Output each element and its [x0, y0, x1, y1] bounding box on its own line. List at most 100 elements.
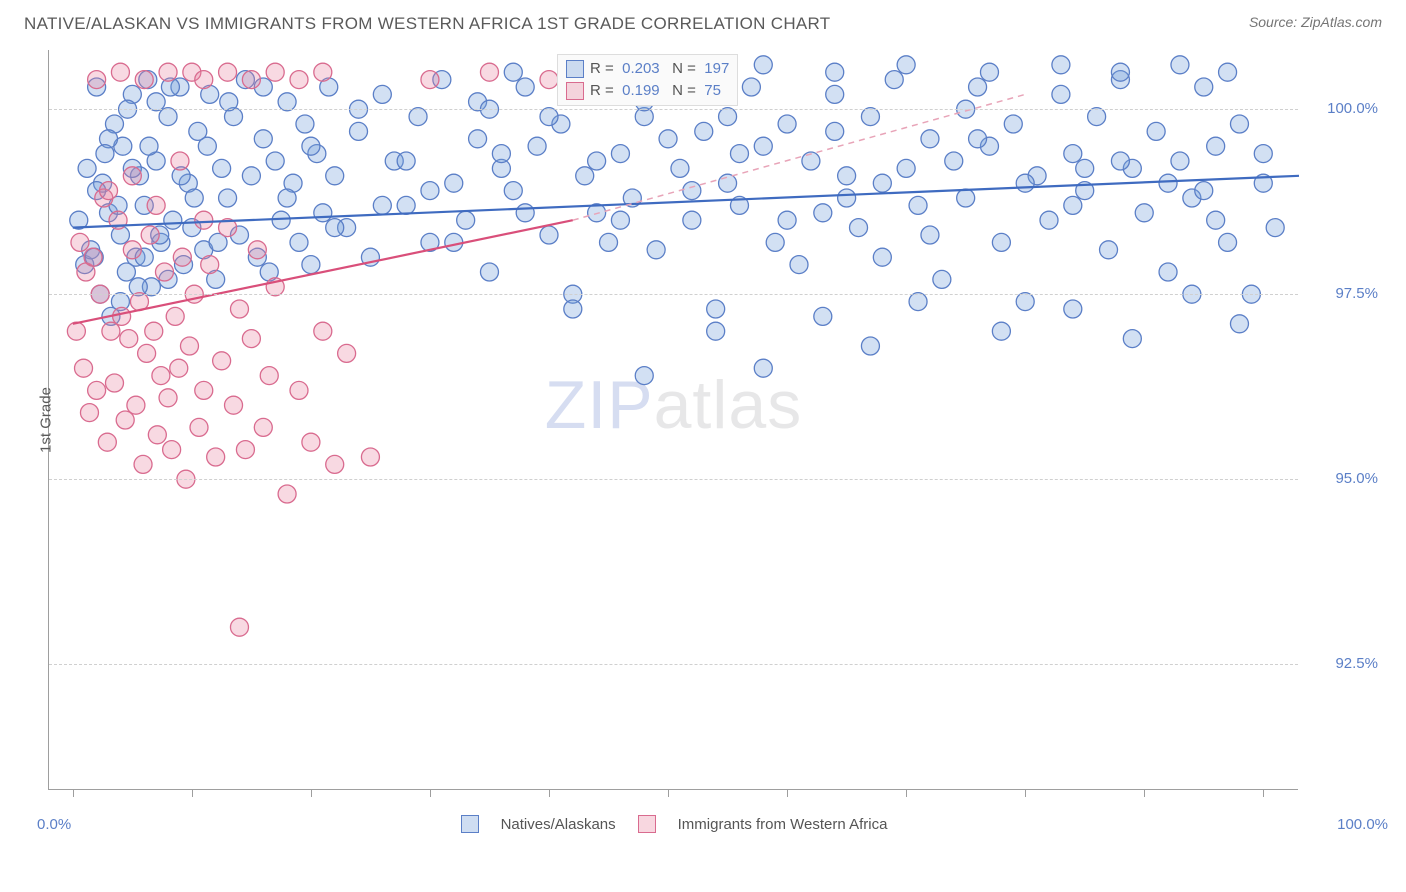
scatter-point	[611, 145, 629, 163]
scatter-point	[302, 256, 320, 274]
scatter-point	[147, 196, 165, 214]
x-tick-label-max: 100.0%	[1337, 816, 1388, 833]
scatter-point	[528, 137, 546, 155]
scatter-point	[897, 56, 915, 74]
scatter-point	[171, 152, 189, 170]
scatter-point	[480, 263, 498, 281]
scatter-point	[492, 145, 510, 163]
scatter-point	[80, 404, 98, 422]
scatter-point	[120, 330, 138, 348]
scatter-point	[88, 71, 106, 89]
scatter-point	[1135, 204, 1153, 222]
scatter-point	[540, 108, 558, 126]
scatter-point	[1195, 182, 1213, 200]
scatter-point	[230, 618, 248, 636]
scatter-svg	[49, 50, 1299, 790]
scatter-point	[140, 137, 158, 155]
scatter-point	[159, 63, 177, 81]
scatter-point	[838, 167, 856, 185]
scatter-point	[290, 381, 308, 399]
scatter-point	[1147, 122, 1165, 140]
scatter-point	[814, 307, 832, 325]
scatter-point	[201, 256, 219, 274]
scatter-point	[254, 130, 272, 148]
scatter-point	[84, 248, 102, 266]
scatter-point	[98, 433, 116, 451]
scatter-point	[445, 174, 463, 192]
x-tick	[73, 789, 74, 797]
scatter-point	[480, 63, 498, 81]
scatter-point	[873, 248, 891, 266]
scatter-point	[185, 189, 203, 207]
scatter-point	[980, 63, 998, 81]
scatter-point	[719, 174, 737, 192]
scatter-point	[969, 78, 987, 96]
scatter-point	[778, 211, 796, 229]
scatter-point	[1219, 233, 1237, 251]
chart-title: NATIVE/ALASKAN VS IMMIGRANTS FROM WESTER…	[24, 14, 831, 34]
chart-source: Source: ZipAtlas.com	[1249, 14, 1382, 30]
scatter-point	[861, 337, 879, 355]
scatter-point	[397, 152, 415, 170]
scatter-point	[67, 322, 85, 340]
legend-text: R = 0.203 N = 197	[590, 58, 729, 80]
scatter-point	[100, 182, 118, 200]
scatter-point	[302, 433, 320, 451]
scatter-point	[278, 189, 296, 207]
scatter-point	[225, 396, 243, 414]
scatter-point	[141, 226, 159, 244]
legend-row: R = 0.199 N = 75	[566, 80, 729, 102]
x-tick-label-min: 0.0%	[37, 816, 71, 833]
scatter-point	[138, 344, 156, 362]
scatter-point	[338, 344, 356, 362]
y-tick-label: 92.5%	[1308, 655, 1378, 672]
scatter-point	[742, 78, 760, 96]
scatter-point	[897, 159, 915, 177]
scatter-point	[180, 337, 198, 355]
scatter-point	[219, 63, 237, 81]
scatter-point	[969, 130, 987, 148]
scatter-point	[113, 307, 131, 325]
x-tick	[668, 789, 669, 797]
scatter-point	[260, 367, 278, 385]
scatter-point	[457, 211, 475, 229]
scatter-point	[909, 196, 927, 214]
scatter-point	[730, 145, 748, 163]
scatter-point	[148, 426, 166, 444]
scatter-point	[278, 93, 296, 111]
scatter-point	[1088, 108, 1106, 126]
scatter-point	[195, 211, 213, 229]
scatter-point	[445, 233, 463, 251]
chart-header: NATIVE/ALASKAN VS IMMIGRANTS FROM WESTER…	[0, 0, 1406, 44]
scatter-point	[159, 108, 177, 126]
scatter-point	[766, 233, 784, 251]
x-tick	[787, 789, 788, 797]
scatter-point	[933, 270, 951, 288]
x-tick	[1263, 789, 1264, 797]
scatter-point	[861, 108, 879, 126]
scatter-point	[909, 293, 927, 311]
scatter-point	[1064, 196, 1082, 214]
x-tick	[906, 789, 907, 797]
grid-line	[49, 109, 1298, 110]
scatter-point	[96, 145, 114, 163]
scatter-point	[1230, 115, 1248, 133]
legend-text: R = 0.199 N = 75	[590, 80, 721, 102]
scatter-point	[576, 167, 594, 185]
scatter-point	[236, 441, 254, 459]
grid-line	[49, 664, 1298, 665]
scatter-point	[397, 196, 415, 214]
scatter-point	[1016, 174, 1034, 192]
scatter-point	[957, 189, 975, 207]
scatter-point	[173, 248, 191, 266]
legend-swatch	[461, 815, 479, 833]
scatter-point	[314, 63, 332, 81]
scatter-point	[611, 211, 629, 229]
scatter-point	[207, 448, 225, 466]
scatter-point	[278, 485, 296, 503]
scatter-point	[1171, 152, 1189, 170]
scatter-point	[754, 137, 772, 155]
scatter-point	[1016, 293, 1034, 311]
plot-area: 1st Grade ZIPatlas R = 0.203 N = 197R = …	[48, 50, 1298, 790]
scatter-point	[314, 204, 332, 222]
